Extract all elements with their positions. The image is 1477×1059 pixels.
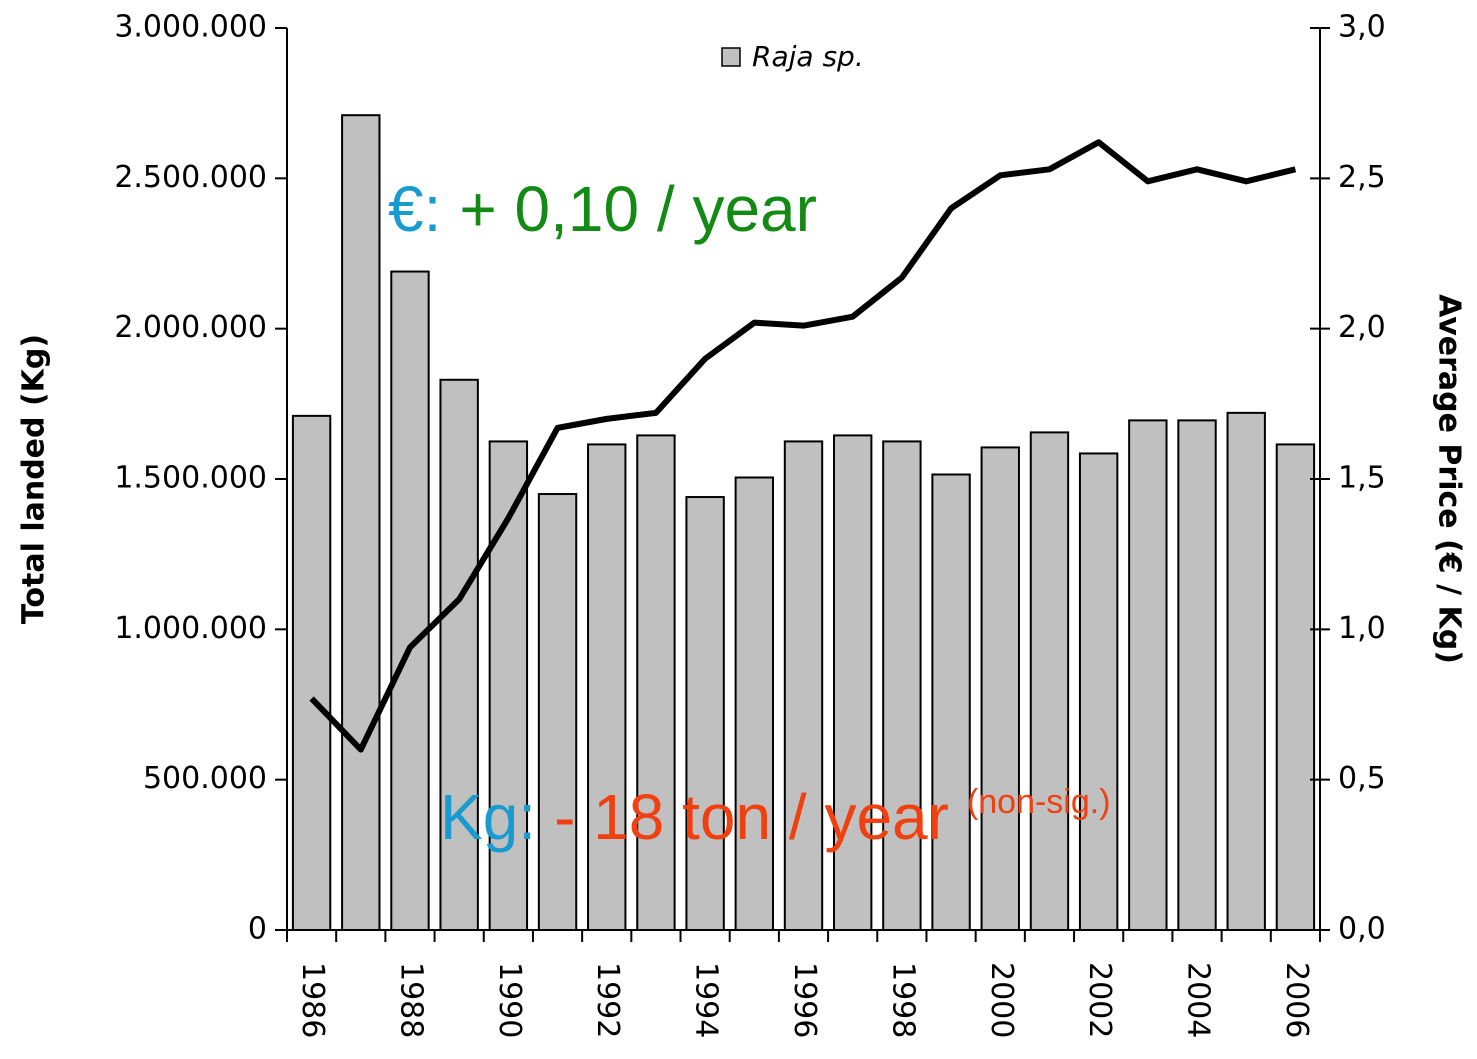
bar bbox=[685, 496, 725, 931]
annotation-part: (non-sig.) bbox=[967, 783, 1111, 821]
bar bbox=[980, 446, 1020, 931]
bar bbox=[341, 114, 381, 931]
annotation-part: €: bbox=[388, 173, 441, 245]
y-tick-label: 1.000.000 bbox=[114, 611, 267, 646]
y-tick-label: 1.500.000 bbox=[114, 461, 267, 496]
x-tick-label: 1996 bbox=[787, 962, 822, 1038]
bar bbox=[636, 434, 676, 931]
y2-axis-label: Average Price (€ / Kg) bbox=[1432, 294, 1467, 664]
bar bbox=[587, 443, 627, 931]
annotation: Kg: - 18 ton / year (non-sig.) bbox=[440, 781, 1111, 853]
bar bbox=[783, 440, 824, 931]
y2-tick-label: 3,0 bbox=[1338, 10, 1386, 45]
bar bbox=[537, 493, 578, 931]
bar bbox=[882, 440, 922, 931]
annotation-part: + 0,10 / year bbox=[459, 173, 817, 245]
x-tick-label: 1998 bbox=[885, 962, 920, 1038]
price-line bbox=[309, 139, 1297, 753]
bar bbox=[439, 378, 479, 931]
y-tick-label: 500.000 bbox=[143, 761, 267, 796]
bar bbox=[1128, 419, 1168, 931]
y2-tick-label: 0,0 bbox=[1338, 912, 1386, 947]
legend-label: Raja sp. bbox=[752, 40, 864, 73]
y2-tick-label: 0,5 bbox=[1338, 761, 1386, 796]
x-tick-label: 1988 bbox=[393, 962, 428, 1038]
bar bbox=[1275, 443, 1316, 931]
legend-swatch bbox=[721, 47, 741, 67]
x-tick-label: 1992 bbox=[590, 962, 625, 1038]
bar bbox=[390, 270, 430, 932]
bar bbox=[1177, 419, 1217, 931]
x-tick-label: 2002 bbox=[1082, 962, 1117, 1038]
y2-tick-label: 2,5 bbox=[1338, 160, 1386, 195]
x-tick-label: 2000 bbox=[984, 962, 1019, 1038]
y-axis-label: Total landed (Kg) bbox=[17, 334, 52, 624]
bar bbox=[1226, 411, 1266, 931]
bar bbox=[1078, 452, 1119, 931]
bar bbox=[1029, 431, 1070, 931]
annotation-part: - 18 ton / year bbox=[554, 781, 949, 853]
y2-tick-label: 2,0 bbox=[1338, 310, 1386, 345]
bar bbox=[291, 414, 332, 931]
y-tick-label: 0 bbox=[248, 912, 267, 947]
bar bbox=[931, 473, 971, 931]
y-tick-label: 2.500.000 bbox=[114, 160, 267, 195]
x-tick-label: 2004 bbox=[1181, 962, 1216, 1038]
bar bbox=[734, 476, 775, 931]
y-tick-label: 2.000.000 bbox=[114, 310, 267, 345]
annotation: €: + 0,10 / year bbox=[388, 173, 817, 245]
y2-tick-label: 1,0 bbox=[1338, 611, 1386, 646]
x-tick-label: 1990 bbox=[492, 962, 527, 1038]
annotation-part: Kg: bbox=[440, 781, 536, 853]
x-tick-label: 1986 bbox=[295, 962, 330, 1038]
x-tick-label: 2006 bbox=[1279, 962, 1314, 1038]
y-tick-label: 3.000.000 bbox=[114, 10, 267, 45]
y2-tick-label: 1,5 bbox=[1338, 461, 1386, 496]
x-tick-label: 1994 bbox=[689, 962, 724, 1038]
bar bbox=[832, 434, 873, 931]
